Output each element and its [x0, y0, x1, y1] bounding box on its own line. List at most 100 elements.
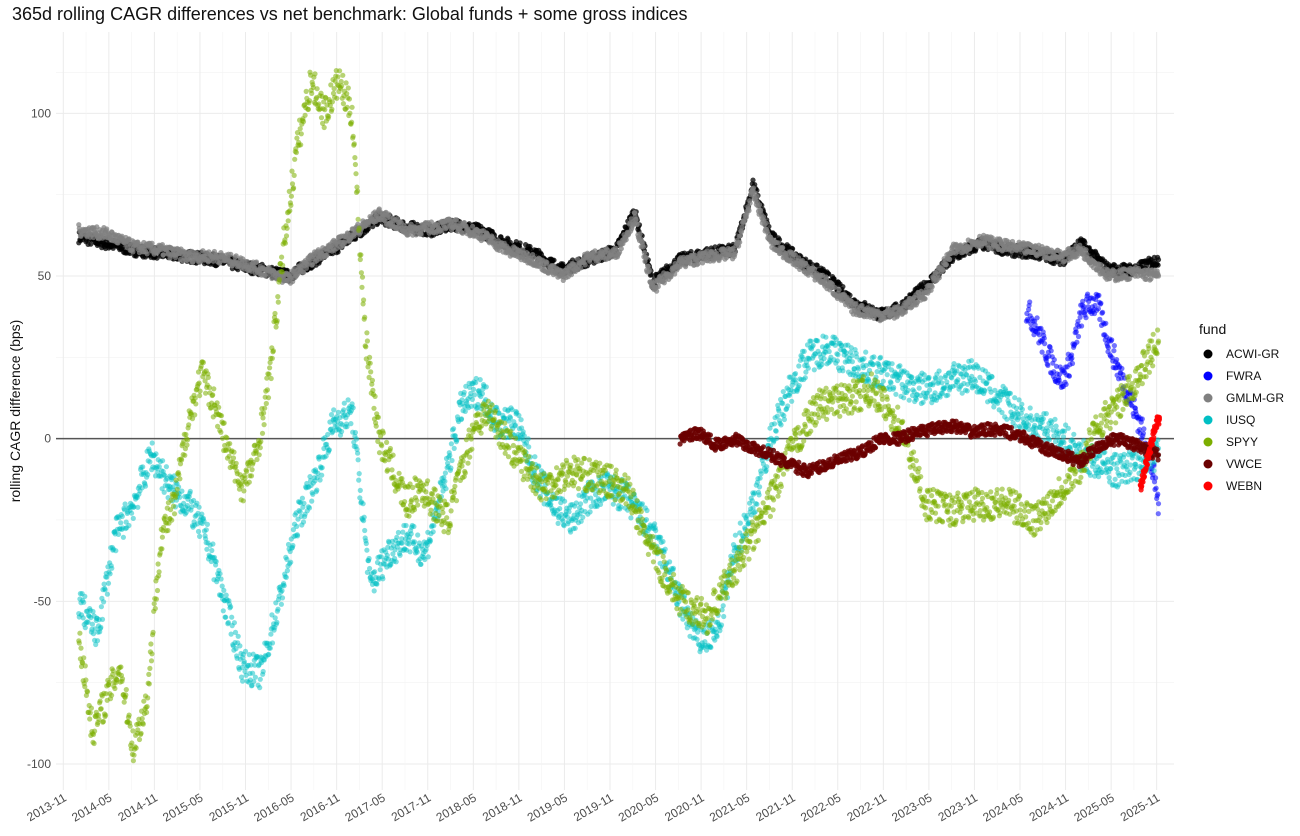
data-point	[118, 520, 124, 526]
data-point	[235, 633, 241, 639]
data-point	[442, 470, 448, 476]
data-point	[397, 552, 403, 558]
data-point	[1155, 257, 1162, 263]
data-point	[101, 599, 107, 605]
data-point	[415, 532, 421, 538]
data-point	[780, 245, 786, 251]
data-point	[1111, 343, 1117, 349]
data-point	[362, 527, 368, 534]
data-point	[163, 464, 169, 470]
data-point	[257, 676, 263, 682]
data-point	[145, 472, 151, 478]
data-point	[319, 465, 325, 471]
data-point	[1100, 309, 1106, 315]
data-point	[411, 523, 417, 530]
data-point	[1096, 292, 1102, 298]
data-point	[279, 588, 285, 594]
data-point	[160, 252, 167, 258]
data-point	[352, 429, 358, 436]
data-point	[947, 256, 953, 262]
data-point	[1041, 335, 1047, 341]
data-point	[104, 591, 110, 597]
data-point	[750, 177, 756, 183]
data-point	[161, 489, 167, 495]
data-point	[228, 604, 234, 610]
data-point	[936, 275, 942, 281]
data-point	[341, 407, 347, 413]
data-point	[105, 580, 112, 586]
data-point	[1155, 262, 1161, 268]
data-point	[1095, 306, 1101, 312]
data-point	[299, 495, 305, 501]
data-point	[267, 645, 273, 651]
data-point	[442, 478, 448, 484]
data-point	[217, 571, 223, 577]
data-point	[324, 253, 330, 259]
data-point	[147, 459, 153, 465]
data-point	[294, 523, 300, 530]
data-point	[1074, 339, 1080, 345]
data-point	[204, 521, 210, 528]
data-point	[364, 547, 370, 553]
data-point	[922, 296, 928, 302]
data-point	[281, 583, 287, 589]
data-point	[257, 685, 263, 691]
data-point	[1077, 314, 1083, 320]
data-point	[109, 565, 115, 571]
data-point	[1069, 360, 1076, 367]
data-point	[90, 608, 96, 615]
data-point	[418, 561, 424, 567]
data-point	[832, 284, 838, 290]
data-point	[89, 621, 95, 627]
data-point	[357, 487, 363, 493]
data-point	[395, 529, 401, 536]
data-point	[775, 240, 782, 246]
data-point	[135, 504, 141, 510]
chart-title: 365d rolling CAGR differences vs net ben…	[12, 4, 688, 24]
data-point	[411, 539, 418, 545]
data-point	[393, 559, 399, 565]
data-point	[142, 483, 149, 489]
data-point	[641, 250, 648, 256]
data-point	[370, 224, 376, 230]
data-point	[1069, 355, 1075, 361]
data-point	[229, 614, 235, 620]
data-point	[195, 528, 202, 535]
data-point	[380, 576, 386, 582]
data-point	[269, 640, 276, 646]
data-point	[223, 614, 229, 620]
data-point	[204, 546, 210, 552]
data-point	[279, 595, 286, 601]
data-point	[551, 257, 557, 263]
data-point	[153, 451, 159, 457]
data-point	[1075, 333, 1082, 340]
data-point	[130, 249, 136, 255]
data-point	[130, 515, 136, 522]
data-point	[326, 447, 332, 453]
data-point	[751, 185, 757, 191]
data-point	[544, 259, 550, 265]
data-point	[355, 450, 361, 456]
data-point	[371, 588, 377, 594]
data-point	[221, 587, 227, 594]
data-point	[763, 220, 769, 226]
data-point	[1042, 341, 1048, 347]
data-point	[335, 409, 341, 415]
data-point	[179, 488, 185, 494]
data-point	[836, 287, 842, 293]
data-point	[431, 523, 437, 529]
data-point	[113, 548, 119, 554]
data-point	[1153, 485, 1159, 491]
data-point	[1039, 349, 1045, 355]
data-point	[90, 631, 97, 637]
data-point	[345, 397, 351, 403]
data-point	[1155, 501, 1162, 507]
data-point	[1155, 273, 1162, 279]
data-point	[355, 457, 361, 463]
data-point	[283, 574, 289, 581]
data-point	[252, 674, 258, 680]
data-point	[241, 659, 247, 665]
data-point	[317, 477, 323, 483]
data-point	[107, 571, 113, 577]
